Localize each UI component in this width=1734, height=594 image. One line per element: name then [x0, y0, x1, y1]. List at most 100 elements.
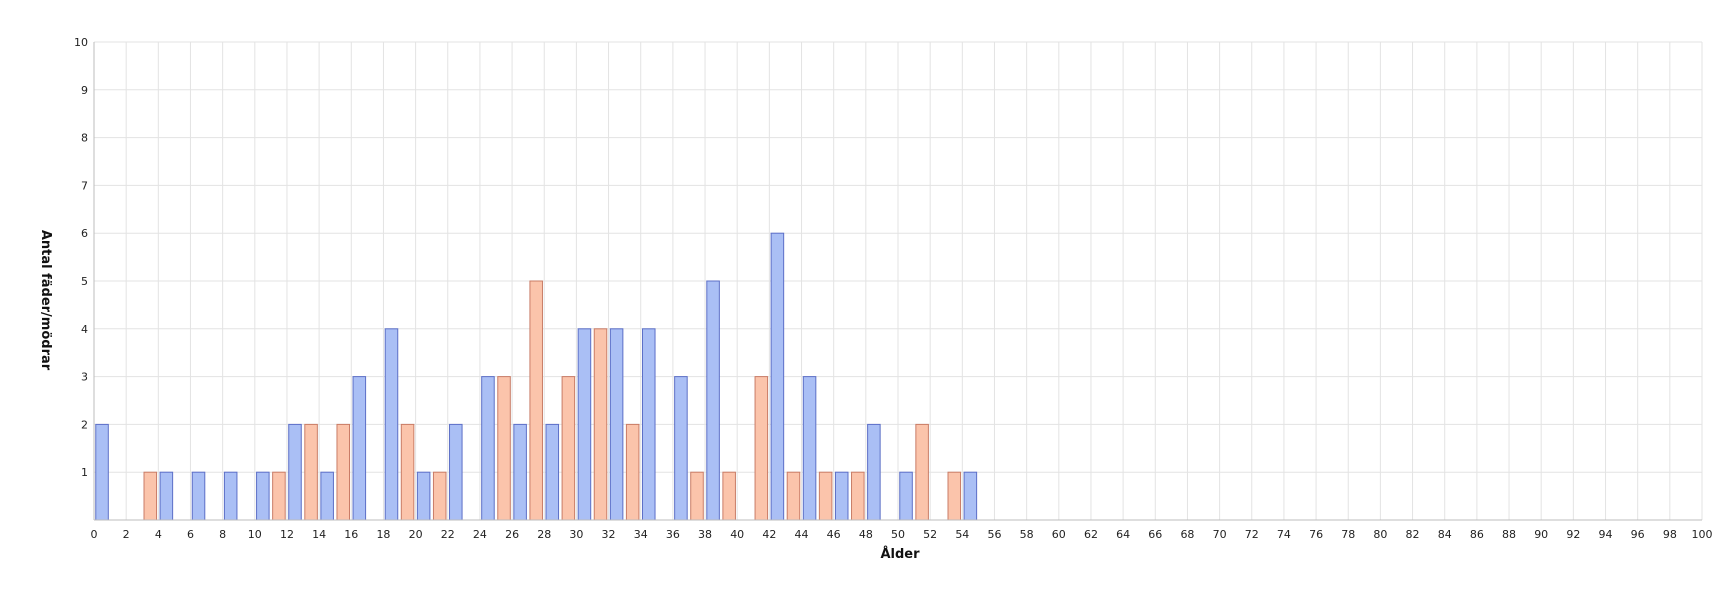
- bar-series-1: [802, 376, 817, 521]
- bar-series-1: [384, 328, 399, 521]
- x-tick-label: 60: [1052, 528, 1066, 541]
- x-tick-label: 12: [280, 528, 294, 541]
- bar-series-1: [834, 471, 849, 521]
- bar-series-1: [545, 423, 560, 521]
- x-tick-label: 58: [1020, 528, 1034, 541]
- x-tick-label: 80: [1373, 528, 1387, 541]
- bar-series-1: [867, 423, 881, 521]
- x-tick-label: 30: [569, 528, 583, 541]
- bar-series-1: [899, 471, 913, 521]
- y-tick-label: 2: [81, 418, 88, 431]
- x-tick-label: 54: [955, 528, 969, 541]
- y-tick-label: 10: [74, 36, 88, 49]
- axes: [93, 42, 1702, 521]
- bar-series-1: [706, 280, 720, 521]
- x-tick-label: 74: [1277, 528, 1291, 541]
- x-tick-label: 96: [1631, 528, 1645, 541]
- bar-series-1: [320, 471, 334, 521]
- x-tick-label: 78: [1341, 528, 1355, 541]
- x-tick-label: 24: [473, 528, 487, 541]
- bar-series-1: [416, 471, 431, 521]
- x-tick-label: 56: [987, 528, 1001, 541]
- x-tick-label: 88: [1502, 528, 1516, 541]
- x-tick-label: 68: [1180, 528, 1194, 541]
- bar-series-1: [513, 423, 527, 521]
- x-tick-label: 14: [312, 528, 326, 541]
- bar-series-1: [95, 423, 109, 521]
- x-tick-label: 52: [923, 528, 937, 541]
- y-tick-label: 5: [81, 275, 88, 288]
- bar-series-2: [625, 423, 640, 521]
- bar-series-2: [851, 471, 865, 521]
- x-tick-label: 18: [376, 528, 390, 541]
- y-tick-label: 8: [81, 132, 88, 145]
- x-tick-label: 22: [441, 528, 455, 541]
- x-tick-label: 16: [344, 528, 358, 541]
- x-tick-label: 82: [1406, 528, 1420, 541]
- x-tick-label: 34: [634, 528, 648, 541]
- bar-series-1: [770, 232, 785, 521]
- x-axis-title: Ålder: [880, 546, 920, 562]
- y-tick-label: 4: [81, 323, 88, 336]
- bar-series-2: [400, 423, 415, 521]
- x-tick-label: 90: [1534, 528, 1548, 541]
- x-tick-label: 4: [155, 528, 162, 541]
- grid: [93, 41, 1703, 520]
- bar-series-2: [722, 471, 736, 521]
- bar-series-1: [159, 471, 174, 521]
- x-tick-label: 70: [1213, 528, 1227, 541]
- x-tick-label: 92: [1566, 528, 1580, 541]
- bar-series-1: [352, 376, 367, 521]
- x-tick-label: 10: [248, 528, 262, 541]
- x-tick-label: 66: [1148, 528, 1162, 541]
- y-tick-label: 9: [81, 84, 88, 97]
- y-tick-label: 7: [81, 179, 88, 192]
- x-tick-label: 36: [666, 528, 680, 541]
- x-tick-label: 38: [698, 528, 712, 541]
- x-tick-label: 72: [1245, 528, 1259, 541]
- bar-series-1: [449, 423, 463, 521]
- x-tick-label: 40: [730, 528, 744, 541]
- bar-series-2: [561, 376, 576, 521]
- bar-series-2: [497, 376, 511, 521]
- x-tick-label: 86: [1470, 528, 1484, 541]
- y-tick-label: 1: [81, 466, 88, 479]
- bar-series-1: [256, 471, 270, 521]
- x-tick-label: 20: [409, 528, 423, 541]
- bar-series-2: [690, 471, 704, 521]
- bar-series-2: [947, 471, 962, 521]
- x-tick-label: 62: [1084, 528, 1098, 541]
- bar-series-2: [304, 423, 318, 521]
- x-tick-label: 2: [123, 528, 130, 541]
- x-tick-label: 50: [891, 528, 905, 541]
- x-tick-label: 32: [602, 528, 616, 541]
- x-tick-label: 46: [827, 528, 841, 541]
- bar-series-1: [577, 328, 592, 521]
- bar-series-1: [609, 328, 624, 521]
- x-tick-label: 76: [1309, 528, 1323, 541]
- y-axis-title: Antal fäder/mödrar: [38, 230, 53, 371]
- x-tick-label: 100: [1692, 528, 1713, 541]
- bar-series-1: [223, 471, 238, 521]
- x-tick-label: 42: [762, 528, 776, 541]
- bar-series-2: [754, 376, 769, 521]
- tick-labels: 0 2 4 6 8 10 12 14 16 18 20 22 24 26 28 30 32 34 36 38 40 42 4…: [74, 36, 1713, 541]
- bar-series-1: [641, 328, 656, 521]
- bar-series-1: [963, 471, 978, 521]
- bar-series-1: [674, 376, 688, 521]
- y-tick-label: 6: [81, 227, 88, 240]
- x-tick-label: 28: [537, 528, 551, 541]
- x-tick-label: 64: [1116, 528, 1130, 541]
- bar-series-1: [288, 423, 302, 521]
- x-tick-label: 98: [1663, 528, 1677, 541]
- x-tick-label: 84: [1438, 528, 1452, 541]
- x-tick-label: 6: [187, 528, 194, 541]
- y-tick-label: 3: [81, 371, 88, 384]
- bar-series-1: [481, 376, 495, 521]
- x-tick-label: 94: [1599, 528, 1613, 541]
- bar-series-2: [786, 471, 801, 521]
- x-tick-label: 8: [219, 528, 226, 541]
- x-tick-label: 48: [859, 528, 873, 541]
- bar-series-2: [143, 471, 158, 521]
